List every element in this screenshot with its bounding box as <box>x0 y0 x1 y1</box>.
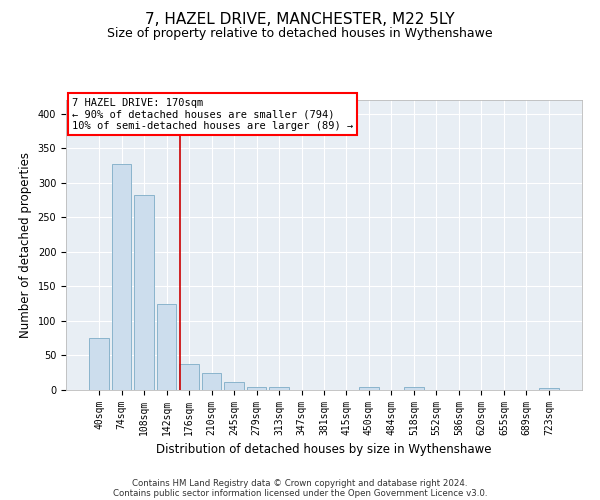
X-axis label: Distribution of detached houses by size in Wythenshawe: Distribution of detached houses by size … <box>156 444 492 456</box>
Bar <box>179 364 199 390</box>
Bar <box>269 387 289 390</box>
Text: 7, HAZEL DRIVE, MANCHESTER, M22 5LY: 7, HAZEL DRIVE, MANCHESTER, M22 5LY <box>145 12 455 28</box>
Bar <box>539 388 559 390</box>
Text: Contains HM Land Registry data © Crown copyright and database right 2024.: Contains HM Land Registry data © Crown c… <box>132 478 468 488</box>
Bar <box>134 194 154 390</box>
Text: Size of property relative to detached houses in Wythenshawe: Size of property relative to detached ho… <box>107 28 493 40</box>
Bar <box>89 338 109 390</box>
Y-axis label: Number of detached properties: Number of detached properties <box>19 152 32 338</box>
Bar <box>202 372 221 390</box>
Bar <box>224 382 244 390</box>
Text: 7 HAZEL DRIVE: 170sqm
← 90% of detached houses are smaller (794)
10% of semi-det: 7 HAZEL DRIVE: 170sqm ← 90% of detached … <box>72 98 353 130</box>
Bar <box>112 164 131 390</box>
Text: Contains public sector information licensed under the Open Government Licence v3: Contains public sector information licen… <box>113 488 487 498</box>
Bar <box>404 387 424 390</box>
Bar <box>247 386 266 390</box>
Bar <box>359 386 379 390</box>
Bar <box>157 304 176 390</box>
